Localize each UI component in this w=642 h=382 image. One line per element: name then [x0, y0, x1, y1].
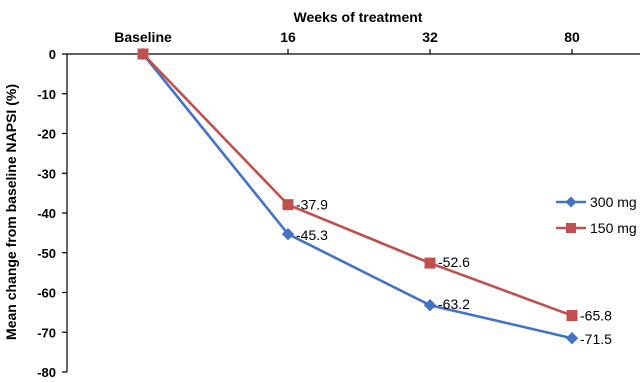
y-tick-label: -30	[37, 166, 56, 181]
data-label: -52.6	[438, 254, 470, 270]
legend-marker-diamond	[565, 196, 577, 208]
y-tick-label: 0	[49, 47, 56, 62]
series-line	[141, 53, 573, 340]
y-tick-label: -10	[37, 87, 56, 102]
data-point-square	[282, 199, 294, 211]
data-point-diamond	[281, 227, 295, 241]
legend-label: 300 mg	[590, 194, 637, 210]
x-tick-label: 32	[422, 29, 438, 45]
ticks: 0 -10 -20 -30 -40 -50 -60 -70 -80 Baseline 16 32 80	[37, 29, 580, 380]
data-label: -45.3	[296, 227, 328, 243]
data-point-diamond	[423, 299, 437, 312]
y-axis-title: Mean change from baseline NAPSI (%)	[3, 84, 19, 340]
x-tick-label: Baseline	[114, 29, 172, 45]
y-tick-label: -40	[37, 206, 56, 221]
legend-marker-square	[566, 223, 576, 233]
y-tick-label: -60	[37, 286, 56, 301]
legend: 300 mg 150 mg	[556, 194, 637, 236]
data-point-square	[424, 257, 436, 269]
data-label: -37.9	[296, 197, 328, 213]
data-point-square	[137, 48, 149, 60]
axes: Weeks of treatment Mean change from base…	[3, 9, 640, 372]
x-tick-label: 16	[280, 29, 296, 45]
data-label: -63.2	[438, 296, 470, 312]
data-label: -71.5	[580, 331, 612, 347]
x-axis-title: Weeks of treatment	[294, 9, 423, 25]
data-label: -65.8	[580, 308, 612, 324]
y-tick-label: -80	[37, 365, 56, 380]
data-point-square	[566, 310, 578, 322]
data-labels: -45.3 -63.2 -71.5 -37.9 -52.6 -65.8	[296, 197, 612, 348]
legend-label: 150 mg	[590, 220, 637, 236]
y-tick-label: -50	[37, 246, 56, 261]
y-tick-label: -70	[37, 325, 56, 340]
y-tick-label: -20	[37, 127, 56, 142]
series-line	[142, 53, 573, 317]
series	[136, 47, 579, 345]
x-tick-label: 80	[564, 29, 580, 45]
data-point-diamond	[565, 332, 579, 345]
